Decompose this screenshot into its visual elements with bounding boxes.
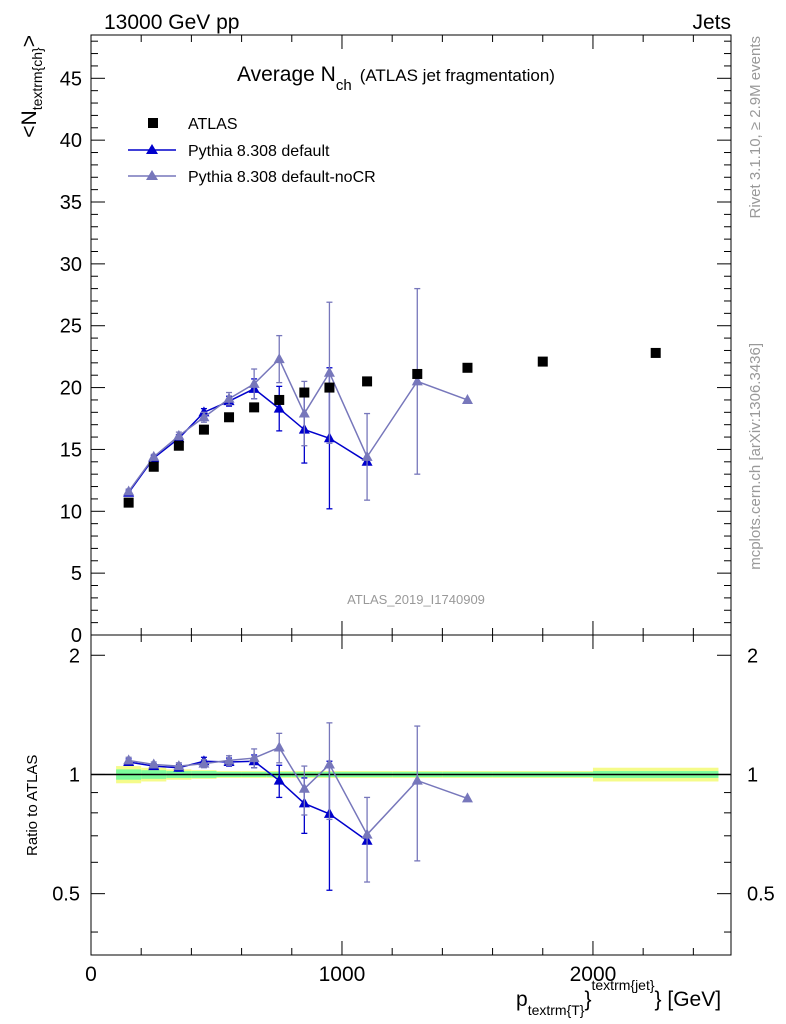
series-point-main-1 xyxy=(248,377,260,388)
mcplots-reference-label: mcplots.cern.ch [arXiv:1306.3436] xyxy=(747,343,764,570)
atlas-data-point xyxy=(462,362,473,373)
atlas-data-point xyxy=(123,497,134,508)
atlas-data-point xyxy=(274,394,285,405)
ratio-plot-frame xyxy=(90,634,732,956)
data-points-layer xyxy=(123,347,661,508)
rivet-version-label: Rivet 3.1.10, ≥ 2.9M events xyxy=(747,36,764,219)
series-point-main-1 xyxy=(148,450,160,461)
rivet-version-post: 2.9M events xyxy=(747,36,764,122)
series-line-ratio-0 xyxy=(128,760,368,842)
legend-label-default: Pythia 8.308 default xyxy=(188,143,330,160)
series-point-main-1 xyxy=(361,450,373,461)
atlas-data-point xyxy=(198,424,209,435)
x-axis-label: ptextrm{T}}textrm{jet}} [GeV] xyxy=(516,977,721,1018)
y-tick-label-ratio: 1 xyxy=(69,764,80,786)
atlas-data-point xyxy=(299,387,310,398)
y-axis-label-main-post: > xyxy=(18,35,41,47)
atlas-data-point xyxy=(324,382,335,393)
y-tick-label-main: 35 xyxy=(60,192,82,214)
y-tick-label-ratio-right: 1 xyxy=(747,764,758,786)
series-point-ratio-1 xyxy=(411,774,423,785)
atlas-data-point xyxy=(362,376,373,387)
x-axis-label-sup: textrm{jet} xyxy=(592,977,655,993)
y-tick-label-main: 25 xyxy=(60,316,82,338)
main-plot-frame xyxy=(90,34,732,636)
rivet-version-pre: Rivet 3.1.10, xyxy=(747,130,764,218)
series-point-ratio-1 xyxy=(248,752,260,763)
series-point-main-1 xyxy=(323,366,335,377)
series-point-main-1 xyxy=(123,485,135,496)
series-line-main-0 xyxy=(128,387,368,494)
y-tick-label-ratio-right: 2 xyxy=(747,645,758,667)
legend-marker-atlas xyxy=(148,118,158,128)
axis-ticks: 0 1000 2000 0 5 10 15 20 25 30 35 40 45 0.5 0.5 1 1 2 2 xyxy=(52,35,775,986)
series-point-ratio-1 xyxy=(223,754,235,765)
legend-marker-default xyxy=(146,144,158,154)
series-point-main-1 xyxy=(223,392,235,403)
header-left-label: 13000 GeV pp xyxy=(104,11,239,34)
atlas-data-point xyxy=(537,356,548,367)
series-point-main-1 xyxy=(198,411,210,422)
y-tick-label-ratio-right: 0.5 xyxy=(747,884,775,906)
series-point-ratio-1 xyxy=(323,758,335,769)
series-point-main-1 xyxy=(173,429,185,440)
series-point-main-1 xyxy=(411,375,423,386)
chart-title: Average Nch (ATLAS jet fragmentation) xyxy=(237,63,555,94)
y-axis-label-main: <Ntextrm{ch}> xyxy=(18,35,45,138)
y-axis-label-ratio: Ratio to ATLAS xyxy=(24,755,41,856)
series-point-ratio-1 xyxy=(148,758,160,769)
x-tick-label: 0 xyxy=(85,963,97,986)
x-axis-label-mid: } xyxy=(584,988,591,1011)
y-axis-label-main-sub: textrm{ch} xyxy=(29,47,45,110)
y-axis-label-main-pre: <N xyxy=(18,110,41,137)
series-point-ratio-1 xyxy=(298,782,310,793)
series-point-ratio-1 xyxy=(361,828,373,839)
x-tick-label: 1000 xyxy=(319,963,366,986)
series-point-ratio-1 xyxy=(123,754,135,765)
x-axis-label-post: } [GeV] xyxy=(655,988,722,1011)
chart-title-main: Average N xyxy=(237,63,336,86)
series-point-main-1 xyxy=(461,393,473,404)
atlas-data-point xyxy=(148,461,159,472)
mc-series-layer xyxy=(123,287,473,891)
series-point-ratio-0 xyxy=(273,774,285,785)
series-point-ratio-1 xyxy=(461,792,473,803)
x-tick-label: 2000 xyxy=(570,963,617,986)
atlas-data-point xyxy=(173,440,184,451)
series-line-ratio-1 xyxy=(128,746,468,836)
legend: ATLAS Pythia 8.308 default Pythia 8.308 … xyxy=(128,116,376,186)
y-tick-label-main: 15 xyxy=(60,439,82,461)
analysis-id-label: ATLAS_2019_I1740909 xyxy=(347,592,485,607)
y-tick-label-main: 45 xyxy=(60,68,82,90)
series-point-ratio-1 xyxy=(273,741,285,752)
series-point-ratio-1 xyxy=(173,760,185,771)
y-tick-label-main: 40 xyxy=(60,130,82,152)
atlas-data-point xyxy=(249,402,260,413)
atlas-data-point xyxy=(412,368,423,379)
series-point-main-1 xyxy=(298,407,310,418)
series-point-ratio-1 xyxy=(198,757,210,768)
legend-marker-nocr xyxy=(146,170,158,180)
y-tick-label-main: 30 xyxy=(60,254,82,276)
chart-title-sub: ch xyxy=(336,77,352,94)
y-tick-label-main: 5 xyxy=(71,563,82,585)
y-tick-label-main: 0 xyxy=(71,625,82,647)
x-axis-label-sub: textrm{T} xyxy=(528,1002,585,1018)
y-tick-label-ratio: 0.5 xyxy=(52,884,80,906)
chart-title-paren: (ATLAS jet fragmentation) xyxy=(360,66,555,85)
atlas-data-point xyxy=(224,412,235,423)
series-point-main-1 xyxy=(273,353,285,364)
rivet-version-ge: ≥ xyxy=(747,122,764,130)
legend-label-atlas: ATLAS xyxy=(188,116,238,133)
series-point-main-0 xyxy=(273,402,285,413)
atlas-data-point xyxy=(650,347,661,358)
header-right-label: Jets xyxy=(692,11,731,34)
legend-label-nocr: Pythia 8.308 default-noCR xyxy=(188,169,376,186)
x-axis-label-pre: p xyxy=(516,988,528,1011)
ratio-uncertainty-band xyxy=(91,766,731,784)
y-tick-label-ratio: 2 xyxy=(69,645,80,667)
y-tick-label-main: 10 xyxy=(60,501,82,523)
y-tick-label-main: 20 xyxy=(60,378,82,400)
